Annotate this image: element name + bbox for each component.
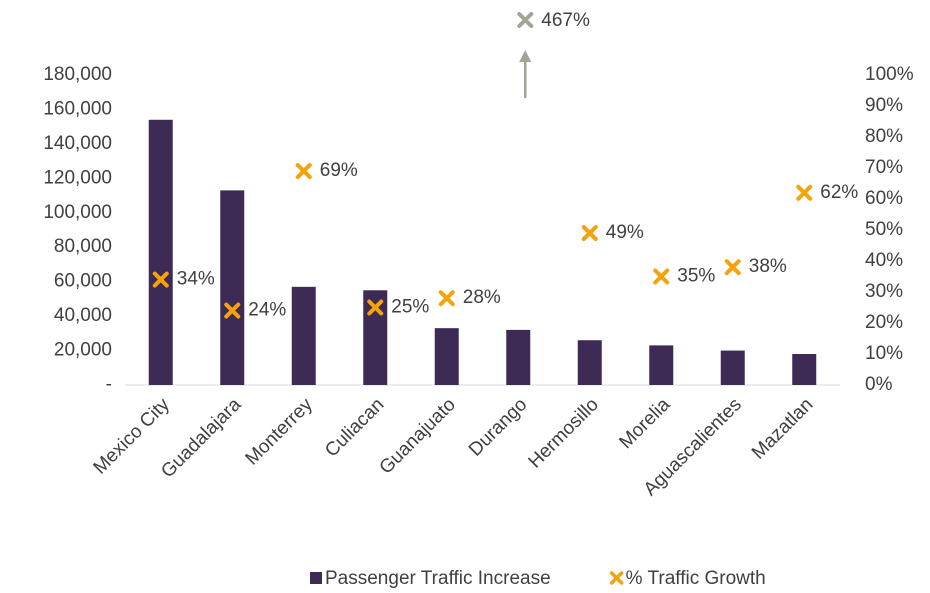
bar bbox=[148, 119, 173, 386]
scatter-marker bbox=[367, 299, 384, 316]
y2-tick-label: 60% bbox=[865, 188, 903, 209]
marker-cross bbox=[367, 299, 384, 316]
y2-tick-label: 0% bbox=[865, 374, 893, 395]
y-tick-label: - bbox=[106, 374, 112, 395]
x-tick-label: Hermosillo bbox=[525, 394, 603, 472]
overflow-arrowhead bbox=[519, 50, 532, 62]
y-tick-label: 40,000 bbox=[54, 305, 112, 326]
scatter-marker bbox=[152, 271, 169, 288]
marker-cross bbox=[796, 184, 813, 201]
y2-tick-label: 50% bbox=[865, 219, 903, 240]
x-tick-label: Culiacan bbox=[321, 394, 388, 461]
y-tick-label: 160,000 bbox=[43, 98, 112, 119]
x-tick-label: Mazatlan bbox=[748, 394, 817, 463]
marker-cross bbox=[609, 571, 624, 585]
marker-cross bbox=[724, 259, 741, 276]
y2-tick-label: 100% bbox=[865, 64, 914, 85]
data-label: 467% bbox=[541, 10, 590, 31]
marker-cross bbox=[581, 225, 598, 242]
scatter-marker bbox=[796, 184, 813, 201]
x-tick-label: Monterrey bbox=[242, 394, 318, 470]
x-tick-label: Morelia bbox=[615, 394, 674, 453]
marker-cross bbox=[438, 290, 455, 307]
legend-label: % Traffic Growth bbox=[626, 568, 766, 589]
scatter-marker bbox=[438, 290, 455, 307]
y-tick-label: 20,000 bbox=[54, 340, 112, 361]
legend-swatch bbox=[609, 571, 624, 585]
y-tick-label: 120,000 bbox=[43, 167, 112, 188]
bar bbox=[720, 350, 745, 385]
marker-cross bbox=[517, 12, 534, 28]
y-tick-label: 180,000 bbox=[43, 64, 112, 85]
marker-cross bbox=[295, 163, 312, 180]
data-label: 28% bbox=[463, 287, 501, 308]
data-label: 38% bbox=[749, 256, 787, 277]
data-label: 25% bbox=[391, 297, 429, 318]
bar bbox=[506, 329, 531, 385]
y2-tick-label: 20% bbox=[865, 312, 903, 333]
data-label: 34% bbox=[177, 269, 215, 290]
data-label: 69% bbox=[320, 160, 358, 181]
x-tick-label: Durango bbox=[465, 394, 531, 460]
bar bbox=[291, 286, 316, 385]
marker-cross bbox=[653, 268, 670, 285]
data-label: 62% bbox=[820, 182, 858, 203]
bar bbox=[434, 328, 459, 385]
marker-cross bbox=[152, 271, 169, 288]
scatter-marker bbox=[224, 302, 241, 319]
legend-swatch bbox=[310, 572, 322, 584]
bar bbox=[363, 290, 388, 385]
y-tick-label: 100,000 bbox=[43, 202, 112, 223]
data-label: 49% bbox=[606, 222, 644, 243]
bar bbox=[577, 340, 602, 385]
x-tick-label: Guanajuato bbox=[376, 394, 460, 478]
data-label: 24% bbox=[248, 300, 286, 321]
y2-tick-label: 80% bbox=[865, 126, 903, 147]
scatter-marker bbox=[295, 163, 312, 180]
y2-tick-label: 40% bbox=[865, 250, 903, 271]
y2-tick-label: 30% bbox=[865, 281, 903, 302]
scatter-marker bbox=[581, 225, 598, 242]
bar bbox=[220, 190, 245, 385]
y2-tick-label: 90% bbox=[865, 95, 903, 116]
y-tick-label: 80,000 bbox=[54, 236, 112, 257]
y2-tick-label: 10% bbox=[865, 343, 903, 364]
overflow-marker bbox=[517, 12, 534, 28]
bar bbox=[649, 345, 674, 385]
legend-label: Passenger Traffic Increase bbox=[325, 568, 551, 589]
y2-tick-label: 70% bbox=[865, 157, 903, 178]
y-tick-label: 60,000 bbox=[54, 271, 112, 292]
scatter-marker bbox=[653, 268, 670, 285]
marker-cross bbox=[224, 302, 241, 319]
scatter-marker bbox=[724, 259, 741, 276]
y-tick-label: 140,000 bbox=[43, 133, 112, 154]
bar bbox=[792, 354, 817, 385]
data-label: 35% bbox=[677, 266, 715, 287]
